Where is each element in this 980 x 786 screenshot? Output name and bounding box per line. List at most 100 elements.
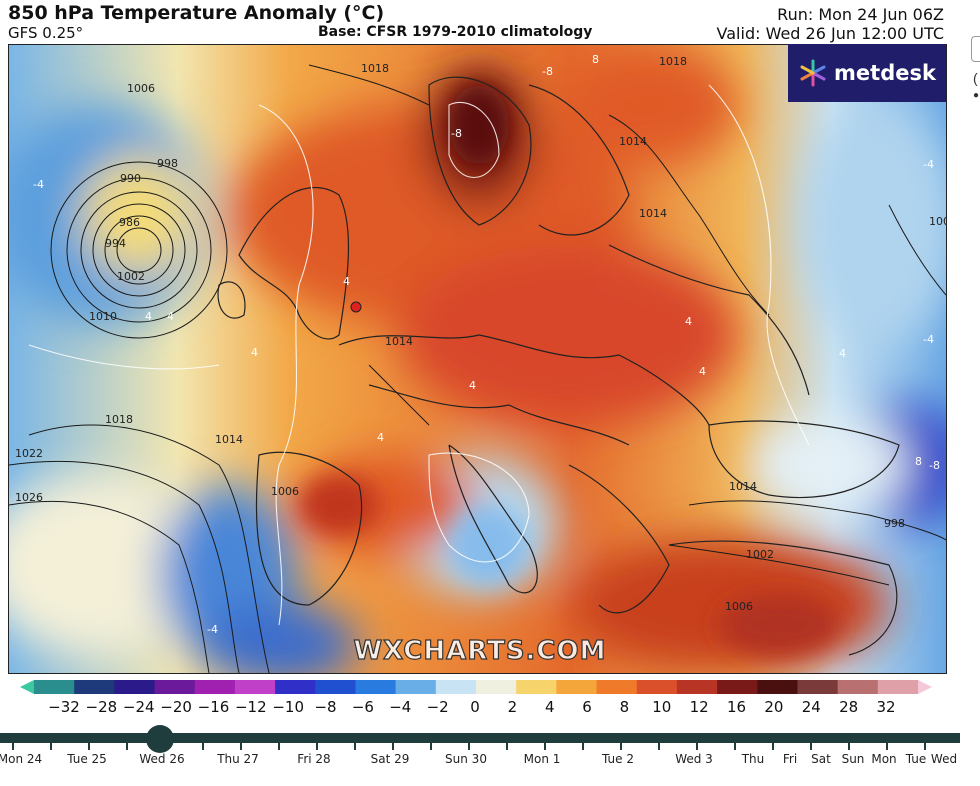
anomaly-label: 4 [343, 275, 350, 288]
timeline-day-label[interactable]: Fri 28 [297, 752, 331, 766]
timeline-day-label[interactable]: Wed 26 [139, 752, 185, 766]
colorbar-cell [114, 680, 156, 694]
pressure-label: 1022 [15, 447, 43, 460]
timeline-day-label[interactable]: Thu 27 [217, 752, 259, 766]
colorbar-tick-label: 24 [801, 698, 821, 716]
timeline-day-label[interactable]: Wed [930, 752, 958, 766]
colorbar-tick-label: −16 [197, 698, 230, 716]
colorbar-cell [516, 680, 557, 694]
colorbar-cell [194, 680, 236, 694]
anomaly-label: -4 [33, 178, 44, 191]
pressure-label: 990 [120, 172, 141, 185]
pressure-label: 1018 [105, 413, 133, 426]
pressure-label: 1018 [361, 62, 389, 75]
anomaly-label: 4 [145, 310, 152, 323]
timeline-day-label[interactable]: Sun 30 [445, 752, 487, 766]
timeline-day-label[interactable]: Mon 24 [0, 752, 43, 766]
colorbar-tick-label: 2 [507, 698, 518, 716]
edge-control-button[interactable] [971, 36, 980, 62]
colorbar-tick-label: 0 [470, 698, 480, 716]
colorbar-tick-label: 10 [652, 698, 672, 716]
timeline-tick [278, 743, 280, 750]
pressure-label: 1002 [117, 270, 145, 283]
timeline-day-label[interactable]: Sat [811, 752, 831, 766]
colorbar-cell [20, 680, 34, 694]
timeline-day-label[interactable]: Sat 29 [370, 752, 410, 766]
timeline-day-label[interactable]: Sun [841, 752, 865, 766]
pressure-label: 1002 [746, 548, 774, 561]
timeline-tick [810, 743, 812, 750]
pressure-label: 1010 [89, 310, 117, 323]
colorbar-cell [797, 680, 839, 694]
anomaly-label: 4 [251, 346, 258, 359]
anomaly-label: 4 [377, 431, 384, 444]
colorbar-cell [636, 680, 678, 694]
pressure-label: 1014 [639, 207, 667, 220]
colorbar-cell [355, 680, 397, 694]
anomaly-detail [299, 85, 839, 655]
location-marker-icon [350, 301, 362, 313]
anomaly-contours [28, 84, 810, 626]
colorbar-tick-label: 8 [619, 698, 630, 716]
colorbar-tick-label: −24 [122, 698, 155, 716]
timeline-track[interactable] [0, 733, 960, 743]
timeline-tick [924, 743, 926, 750]
anomaly-label: -8 [542, 65, 553, 78]
colorbar-cell [596, 680, 638, 694]
timeline-day-label[interactable]: Mon 1 [523, 752, 561, 766]
pressure-label: 1014 [619, 135, 647, 148]
colorbar-tick-label: 6 [582, 698, 592, 716]
timeline-tick [164, 743, 166, 750]
anomaly-label: 4 [167, 310, 174, 323]
timeline-tick [620, 743, 622, 750]
timeline-day-label[interactable]: Mon [871, 752, 897, 766]
colorbar-cell [234, 680, 276, 694]
colorbar-tick-label: −6 [351, 698, 374, 716]
colorbar-cell [315, 680, 356, 694]
timeline-scrubber-handle[interactable] [146, 725, 174, 753]
metdesk-star-icon [800, 59, 826, 87]
pressure-label: 1006 [127, 82, 155, 95]
colorbar-cell [435, 680, 477, 694]
anomaly-label: 4 [699, 365, 706, 378]
anomaly-label: -8 [929, 459, 940, 472]
timeline-tick [392, 743, 394, 750]
map-canvas: 1006 998 990 986 994 1002 1010 1018 1022… [9, 45, 946, 673]
timeline-tick [886, 743, 888, 750]
colorbar-cell [476, 680, 517, 694]
timeline-day-label[interactable]: Wed 3 [675, 752, 713, 766]
colorbar-cell [395, 680, 437, 694]
timeline-tick [848, 743, 850, 750]
metdesk-logo: metdesk [788, 44, 946, 102]
valid-time-label: Valid: Wed 26 Jun 12:00 UTC [716, 24, 944, 43]
timeline-day-label[interactable]: Tue [905, 752, 927, 766]
timeline-day-label[interactable]: Tue 25 [67, 752, 107, 766]
colorbar-tick-label: 12 [689, 698, 709, 716]
colorbar-cell [556, 680, 598, 694]
anomaly-map[interactable]: 1006 998 990 986 994 1002 1010 1018 1022… [8, 44, 947, 674]
colorbar-cell [877, 680, 919, 694]
colorbar-tick-label: 32 [876, 698, 896, 716]
anomaly-label: 4 [469, 379, 476, 392]
timeline-day-label[interactable]: Tue 2 [602, 752, 634, 766]
timeline-day-label[interactable]: Thu [741, 752, 765, 766]
colorbar-tick-label: −28 [85, 698, 118, 716]
colorbar-cell [676, 680, 718, 694]
colorbar-tick-label: −2 [426, 698, 449, 716]
model-label: GFS 0.25° [8, 24, 84, 42]
pressure-label: 1006 [725, 600, 753, 613]
chart-title: 850 hPa Temperature Anomaly (°C) [8, 2, 385, 24]
edge-glyph: ( [973, 70, 978, 86]
anomaly-label: -4 [207, 623, 218, 636]
timeline-tick [12, 743, 14, 750]
anomaly-field [9, 45, 946, 673]
pressure-label: 1014 [729, 480, 757, 493]
colorbar-cell [74, 680, 115, 694]
timeline-tick [544, 743, 546, 750]
pressure-label: 986 [119, 216, 140, 229]
colorbar-tick-label: 16 [726, 698, 747, 716]
colorbar [20, 680, 932, 694]
pressure-label: 1014 [385, 335, 413, 348]
timeline-day-label[interactable]: Fri [782, 752, 798, 766]
timeline-tick [202, 743, 204, 750]
